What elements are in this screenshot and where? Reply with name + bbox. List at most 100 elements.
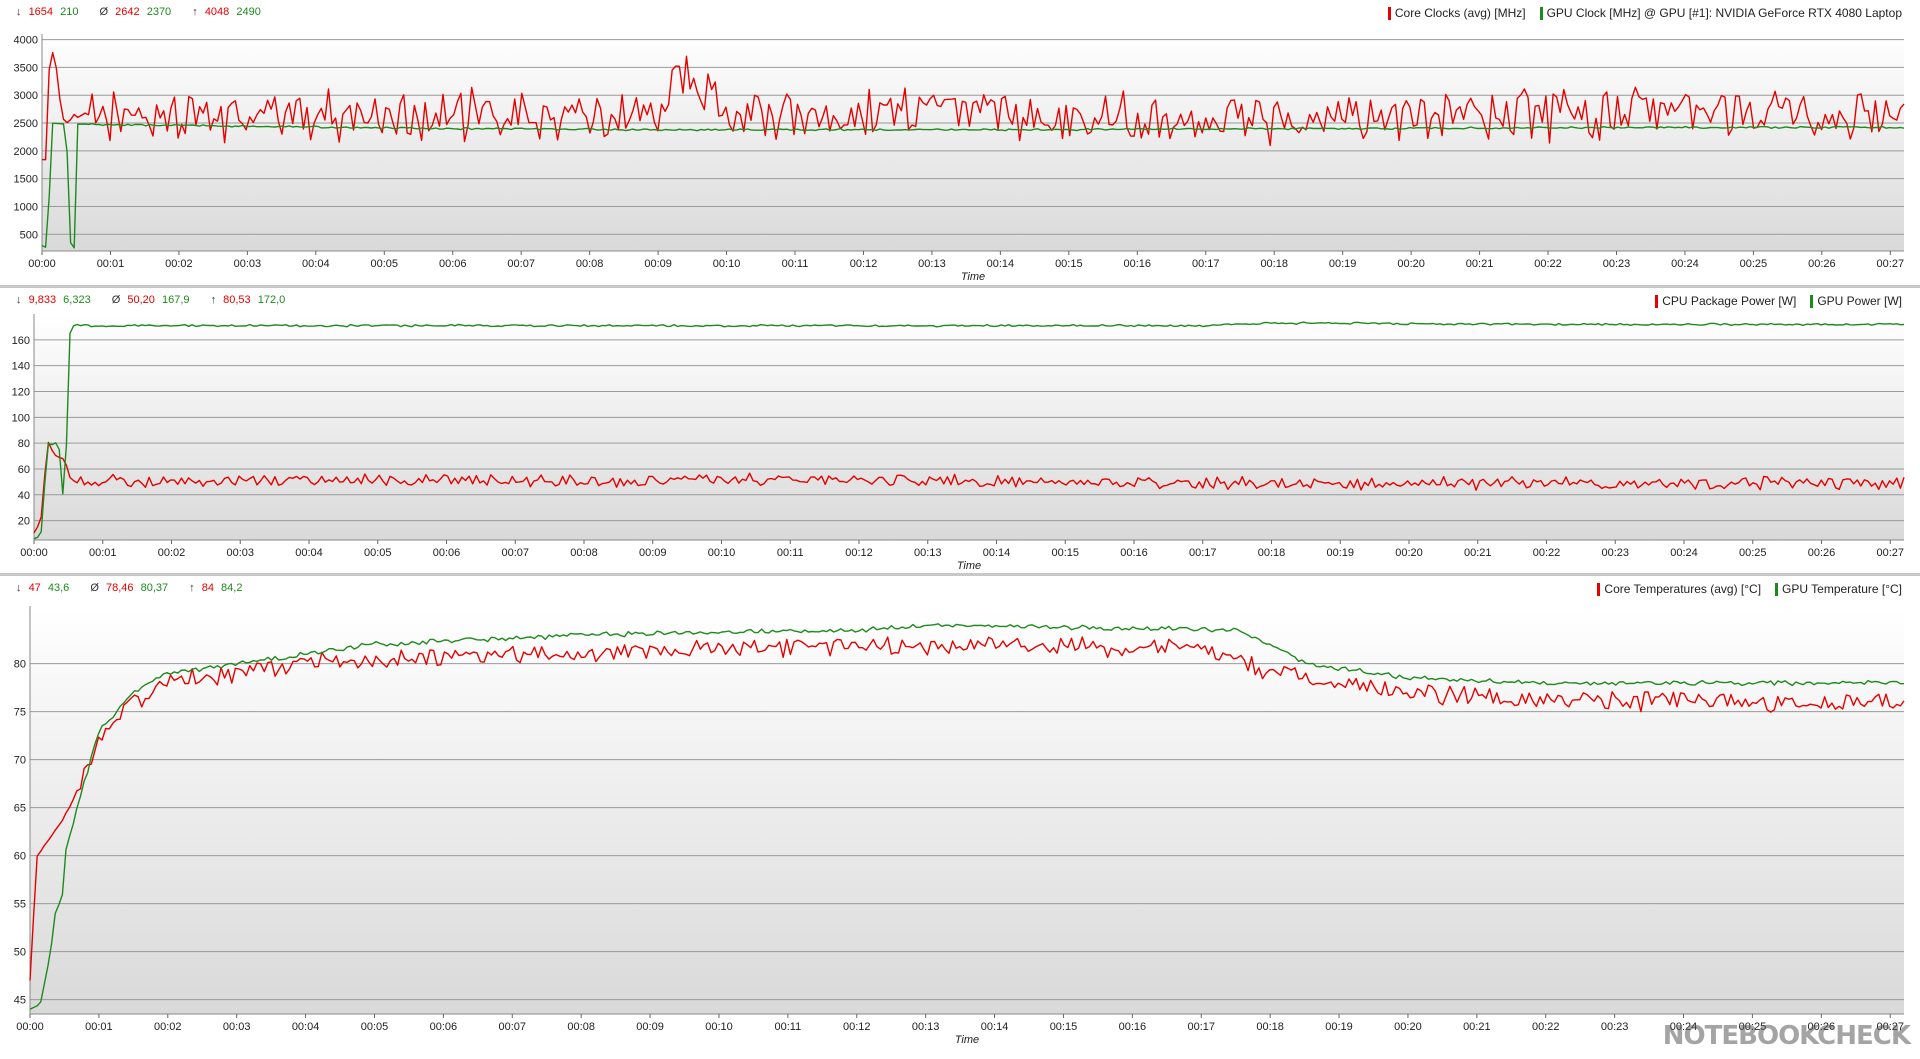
panel-divider	[0, 285, 1920, 288]
x-tick-label: 00:16	[1120, 547, 1148, 559]
legend-swatch	[1539, 6, 1543, 20]
min-series-b: 43,6	[47, 582, 70, 594]
x-tick-label: 00:05	[371, 258, 399, 270]
y-tick-label: 75	[14, 707, 26, 719]
y-tick-label: 160	[12, 335, 30, 347]
x-tick-label: 00:19	[1326, 547, 1354, 559]
x-tick-label: 00:22	[1534, 258, 1562, 270]
max-symbol: ↑	[210, 294, 217, 306]
x-tick-label: 00:10	[708, 547, 736, 559]
x-tick-label: 00:04	[292, 1021, 320, 1033]
avg-symbol: Ø	[99, 6, 109, 18]
x-tick-label: 00:06	[430, 1021, 458, 1033]
x-tick-label: 00:20	[1397, 258, 1425, 270]
x-tick-label: 00:14	[983, 547, 1011, 559]
max-symbol: ↑	[192, 6, 198, 18]
x-tick-label: 00:27	[1876, 547, 1904, 559]
max-series-a: 80,53	[223, 294, 251, 306]
legend-label: Core Temperatures (avg) [°C]	[1604, 582, 1762, 596]
x-tick-label: 00:12	[845, 547, 873, 559]
y-tick-label: 120	[12, 386, 30, 398]
x-tick-label: 00:18	[1260, 258, 1288, 270]
plot-area[interactable]: 20 40 60 80 100 120 140 160 00:00 00:01 00:02 00:03…	[0, 288, 1920, 573]
panel-divider	[0, 573, 1920, 576]
x-tick-label: 00:22	[1533, 547, 1561, 559]
y-tick-label: 40	[18, 490, 30, 502]
y-tick-label: 500	[20, 229, 38, 241]
x-tick-label: 00:25	[1739, 547, 1767, 559]
stats-row: ↓ 1654 210 Ø 2642 2370 ↑ 4048 2490	[16, 6, 279, 18]
x-axis-title: Time	[961, 271, 985, 283]
y-tick-label: 1500	[14, 174, 38, 186]
x-tick-label: 00:17	[1192, 258, 1220, 270]
x-tick-label: 00:20	[1395, 547, 1423, 559]
x-tick-label: 00:18	[1256, 1021, 1284, 1033]
plot-background	[34, 314, 1904, 540]
avg-symbol: Ø	[111, 294, 121, 306]
x-tick-label: 00:06	[439, 258, 467, 270]
y-tick-label: 80	[18, 438, 30, 450]
x-tick-label: 00:07	[499, 1021, 527, 1033]
x-tick-label: 00:23	[1603, 258, 1631, 270]
legend: Core Temperatures (avg) [°C] GPU Tempera…	[1597, 582, 1902, 596]
y-tick-label: 45	[14, 995, 26, 1007]
x-tick-label: 00:11	[775, 1021, 802, 1033]
legend-swatch	[1387, 6, 1391, 20]
avg-series-b: 80,37	[140, 582, 169, 594]
legend-label: Core Clocks (avg) [MHz]	[1394, 6, 1526, 20]
x-tick-label: 00:00	[16, 1021, 44, 1033]
x-tick-label: 00:01	[85, 1021, 113, 1033]
x-tick-label: 00:25	[1740, 258, 1768, 270]
y-tick-label: 60	[18, 464, 30, 476]
x-tick-label: 00:24	[1671, 258, 1699, 270]
x-tick-label: 00:17	[1189, 547, 1217, 559]
x-tick-label: 00:26	[1808, 1021, 1836, 1033]
legend-label: GPU Temperature [°C]	[1782, 582, 1902, 596]
x-tick-label: 00:12	[843, 1021, 871, 1033]
chart-panel-power: ↓ 9,833 6,323 Ø 50,20 167,9 ↑ 80,53 172,…	[0, 288, 1920, 573]
min-series-a: 47	[28, 582, 41, 594]
x-tick-label: 00:24	[1670, 547, 1698, 559]
x-tick-label: 00:15	[1050, 1021, 1078, 1033]
legend-swatch	[1597, 582, 1601, 596]
x-tick-label: 00:27	[1877, 258, 1905, 270]
min-symbol: ↓	[16, 582, 22, 594]
x-tick-label: 00:13	[918, 258, 946, 270]
legend-item-series-b[interactable]: GPU Temperature [°C]	[1775, 582, 1902, 596]
legend-label: CPU Package Power [W]	[1662, 294, 1797, 308]
legend-label: GPU Power [W]	[1817, 294, 1902, 308]
max-series-a: 84	[201, 582, 214, 594]
x-tick-label: 00:04	[302, 258, 330, 270]
y-tick-label: 2000	[14, 146, 38, 158]
legend-item-series-a[interactable]: CPU Package Power [W]	[1655, 294, 1796, 308]
x-tick-label: 00:19	[1325, 1021, 1353, 1033]
x-tick-label: 00:23	[1601, 1021, 1629, 1033]
x-tick-label: 00:01	[89, 547, 117, 559]
x-tick-label: 00:00	[20, 547, 48, 559]
max-symbol: ↑	[189, 582, 195, 594]
x-tick-label: 00:00	[28, 258, 56, 270]
min-symbol: ↓	[16, 6, 22, 18]
plot-area[interactable]: 500 1000 1500 2000 2500 3000 3500 4000 00:00 00:0…	[0, 0, 1920, 285]
x-tick-label: 00:19	[1329, 258, 1357, 270]
y-tick-label: 60	[14, 851, 26, 863]
x-tick-label: 00:05	[364, 547, 392, 559]
plot-area[interactable]: 45 50 55 60 65 70 75 80 00:00 00:01 00:02 00:03 00:0…	[0, 576, 1920, 1059]
x-tick-label: 00:24	[1670, 1021, 1698, 1033]
legend-item-series-a[interactable]: Core Clocks (avg) [MHz]	[1387, 6, 1526, 20]
x-tick-label: 00:26	[1808, 258, 1836, 270]
x-tick-label: 00:17	[1187, 1021, 1215, 1033]
legend-item-series-a[interactable]: Core Temperatures (avg) [°C]	[1597, 582, 1761, 596]
x-tick-label: 00:10	[705, 1021, 733, 1033]
series-line-red	[29, 636, 1905, 981]
legend-swatch	[1810, 294, 1814, 308]
x-tick-label: 00:26	[1808, 547, 1836, 559]
y-tick-label: 55	[14, 899, 26, 911]
x-tick-label: 00:15	[1055, 258, 1083, 270]
x-tick-label: 00:13	[912, 1021, 940, 1033]
legend-item-series-b[interactable]: GPU Clock [MHz] @ GPU [#1]: NVIDIA GeFor…	[1539, 6, 1902, 20]
x-tick-label: 00:21	[1463, 1021, 1491, 1033]
x-tick-label: 00:09	[644, 258, 672, 270]
legend-item-series-b[interactable]: GPU Power [W]	[1810, 294, 1902, 308]
chart-panel-temperatures: ↓ 47 43,6 Ø 78,46 80,37 ↑ 84 84,2 Core T…	[0, 576, 1920, 1059]
